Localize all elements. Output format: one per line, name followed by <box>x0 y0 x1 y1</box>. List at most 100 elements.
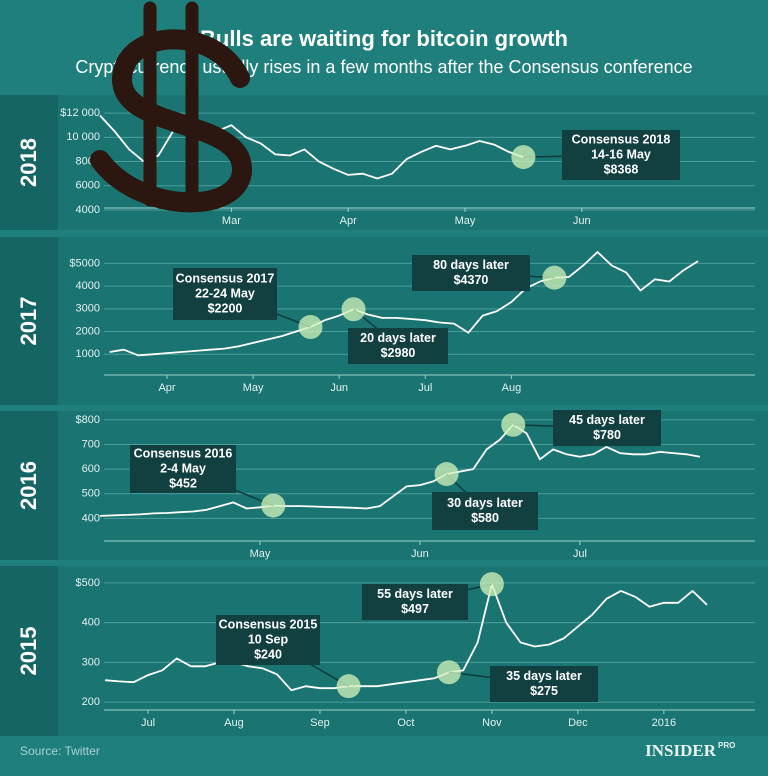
x-tick-label: Sep <box>310 717 330 729</box>
y-tick-label: 500 <box>82 488 100 500</box>
y-tick-label: 400 <box>82 617 100 629</box>
annotation-text: $580 <box>471 511 499 525</box>
x-tick-label: Jul <box>418 382 432 394</box>
event-marker <box>436 660 461 685</box>
y-tick-label: 6000 <box>76 180 100 192</box>
x-tick-label: Aug <box>224 717 244 729</box>
annotation-text: 80 days later <box>433 258 509 272</box>
x-tick-label: Jul <box>573 548 587 560</box>
x-tick-label: Apr <box>158 382 175 394</box>
event-marker <box>261 493 286 518</box>
chart-panel: 2015 200 300 400 $500 Jul Aug Sep Oct Nov Dec 2016 C… <box>0 566 768 736</box>
x-tick-label: Jul <box>141 717 155 729</box>
y-tick-label: 200 <box>82 696 100 708</box>
annotation-box <box>348 328 448 364</box>
annotation-text: 22-24 May <box>195 286 255 300</box>
annotation-text: 45 days later <box>569 413 645 427</box>
annotation-text: $275 <box>530 684 558 698</box>
price-line <box>109 251 699 357</box>
annotation-text: Consensus 2017 <box>176 271 275 285</box>
dollar-sticker <box>90 1 252 213</box>
annotation-text: $8368 <box>604 162 639 176</box>
y-tick-label: 10 000 <box>66 131 100 143</box>
annotation-text: $780 <box>593 428 621 442</box>
x-tick-label: Aug <box>502 382 522 394</box>
annotation-box <box>490 666 598 702</box>
event-marker <box>511 145 536 170</box>
annotation-text: $2200 <box>208 301 243 315</box>
y-tick-label: 300 <box>82 656 100 668</box>
annotation-text: 10 Sep <box>248 632 289 646</box>
price-line <box>99 423 701 517</box>
chart-panel: 2017 1000 2000 3000 4000 $5000 Apr May Jun Jul Aug… <box>0 237 768 405</box>
annotation-box <box>216 615 320 665</box>
y-tick-label: 600 <box>82 463 100 475</box>
annotation-box <box>362 584 468 620</box>
annotation-text: 55 days later <box>377 587 453 601</box>
annotation-box <box>130 445 236 493</box>
year-column <box>0 411 58 560</box>
year-column <box>0 566 58 736</box>
event-marker <box>542 265 567 290</box>
year-column <box>0 237 58 405</box>
annotation-box <box>173 268 277 320</box>
x-tick-label: Jun <box>411 548 429 560</box>
y-tick-label: $500 <box>76 577 100 589</box>
price-line <box>99 114 524 180</box>
x-tick-label: Jun <box>330 382 348 394</box>
annotation-box <box>553 410 661 446</box>
annotation-text: 30 days later <box>447 496 523 510</box>
annotation-text: 14-16 May <box>591 147 651 161</box>
year-label: 2018 <box>16 138 41 187</box>
subtitle: Cryptocurrency usually rises in a few mo… <box>75 57 692 77</box>
title: Bulls are waiting for bitcoin growth <box>200 26 568 51</box>
y-tick-label: $800 <box>76 414 100 426</box>
x-tick-label: May <box>250 548 271 560</box>
event-marker <box>341 297 366 322</box>
annotation-text: $452 <box>169 476 197 490</box>
x-tick-label: Nov <box>482 717 502 729</box>
y-tick-label: 1000 <box>76 348 100 360</box>
annotation-text: $2980 <box>381 346 416 360</box>
annotation-text: Consensus 2016 <box>134 446 233 460</box>
y-tick-label: $5000 <box>69 257 100 269</box>
y-tick-label: 700 <box>82 438 100 450</box>
year-label: 2016 <box>16 461 41 510</box>
annotation-text: 2-4 May <box>160 461 206 475</box>
annotation-box <box>562 130 680 180</box>
event-marker <box>298 315 323 339</box>
y-tick-label: $12 000 <box>60 107 100 119</box>
x-tick-label: Apr <box>340 215 357 227</box>
annotation-text: 35 days later <box>506 669 582 683</box>
x-tick-label: Mar <box>222 215 241 227</box>
annotation-text: Consensus 2018 <box>572 132 671 146</box>
logo: INSIDER <box>645 741 717 760</box>
annotation-text: $497 <box>401 602 429 616</box>
x-tick-label: May <box>455 215 476 227</box>
annotation-box <box>412 255 530 291</box>
annotation-text: Consensus 2015 <box>219 617 318 631</box>
annotation-box <box>432 492 538 530</box>
annotation-text: $4370 <box>454 273 489 287</box>
event-marker <box>479 572 504 597</box>
price-line <box>104 583 708 692</box>
event-marker <box>336 674 361 699</box>
y-tick-label: 4000 <box>76 204 100 216</box>
x-tick-label: 2016 <box>652 717 676 729</box>
annotation-text: $240 <box>254 647 282 661</box>
chart-panel: 2016 400 500 600 700 $800 May Jun Jul Consensus 2… <box>0 410 768 560</box>
logo-sup: PRO <box>718 741 735 750</box>
annotation-text: 20 days later <box>360 331 436 345</box>
year-label: 2017 <box>16 297 41 346</box>
y-tick-label: 400 <box>82 512 100 524</box>
y-tick-label: 3000 <box>76 303 100 315</box>
x-tick-label: May <box>243 382 264 394</box>
y-tick-label: 4000 <box>76 280 100 292</box>
event-marker <box>501 412 526 437</box>
year-column <box>0 95 58 230</box>
y-tick-label: 2000 <box>76 325 100 337</box>
panel-background <box>0 237 768 405</box>
year-label: 2015 <box>16 627 41 676</box>
